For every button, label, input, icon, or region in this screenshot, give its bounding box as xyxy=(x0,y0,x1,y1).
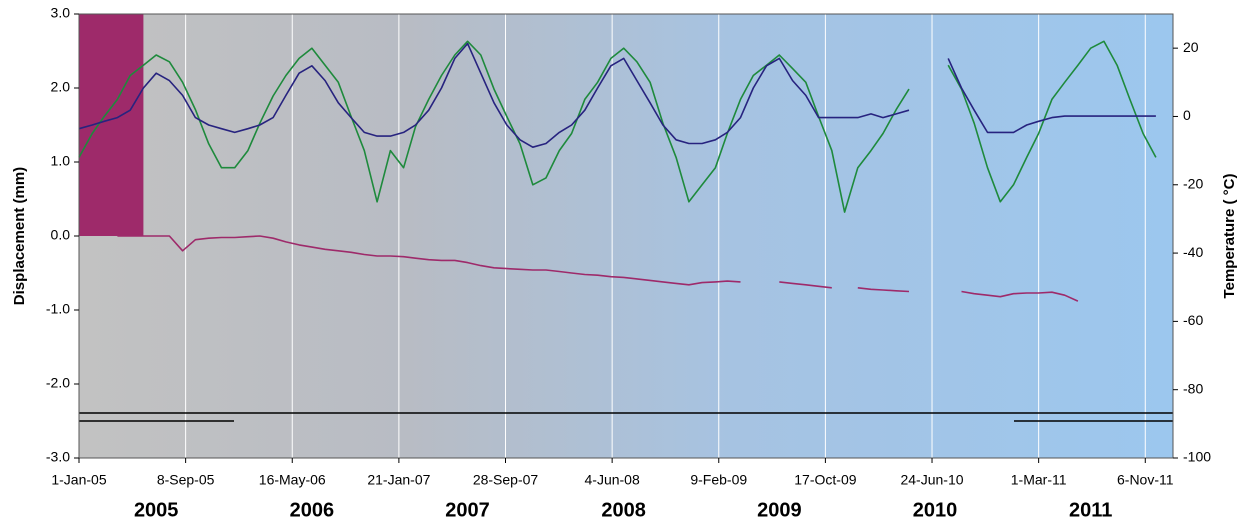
y-tick-label: -3.0 xyxy=(46,449,70,465)
y-tick-label: 2.0 xyxy=(51,79,71,95)
data-line xyxy=(78,42,1156,148)
x-tick-label: 9-Feb-09 xyxy=(690,472,747,488)
y2-tick-label: -100 xyxy=(1183,449,1211,465)
y-tick-label: 1.0 xyxy=(51,153,71,169)
y2-tick-label: 0 xyxy=(1183,107,1191,123)
y-axis-title: Displacement (mm) xyxy=(11,167,28,305)
x-tick-label: 24-Jun-10 xyxy=(900,472,963,488)
year-label: 2009 xyxy=(757,499,802,521)
y2-tick-label: -80 xyxy=(1183,380,1203,396)
y2-tick-label: 20 xyxy=(1183,39,1199,55)
year-label: 2007 xyxy=(445,499,490,521)
year-label: 2011 xyxy=(1069,499,1112,521)
plot-area xyxy=(79,14,1173,458)
x-tick-label: 17-Oct-09 xyxy=(794,472,856,488)
x-tick-label: 1-Mar-11 xyxy=(1011,472,1067,488)
x-tick-label: 8-Sep-05 xyxy=(157,472,215,488)
year-label: 2005 xyxy=(134,499,179,521)
x-tick-label: 16-May-06 xyxy=(259,472,326,488)
data-line xyxy=(117,235,1079,302)
x-tick-label: 4-Jun-08 xyxy=(585,472,640,488)
shaded-region xyxy=(79,14,144,236)
data-line xyxy=(78,40,1157,213)
x-tick-label: 1-Jan-05 xyxy=(51,472,106,488)
x-tick-label: 28-Sep-07 xyxy=(473,472,539,488)
y2-tick-label: -40 xyxy=(1183,244,1203,260)
year-label: 2010 xyxy=(913,499,958,521)
year-label: 2006 xyxy=(290,499,335,521)
y-tick-label: -2.0 xyxy=(46,375,70,391)
x-tick-label: 21-Jan-07 xyxy=(367,472,430,488)
x-tick-label: 6-Nov-11 xyxy=(1117,472,1174,488)
y-tick-label: 0.0 xyxy=(51,227,71,243)
y2-axis-title: Temperature ( °C) xyxy=(1221,174,1238,299)
year-label: 2008 xyxy=(601,499,646,521)
y2-tick-label: -20 xyxy=(1183,175,1203,191)
y-tick-label: -1.0 xyxy=(46,301,70,317)
y-tick-label: 3.0 xyxy=(51,5,71,21)
y2-tick-label: -60 xyxy=(1183,312,1203,328)
